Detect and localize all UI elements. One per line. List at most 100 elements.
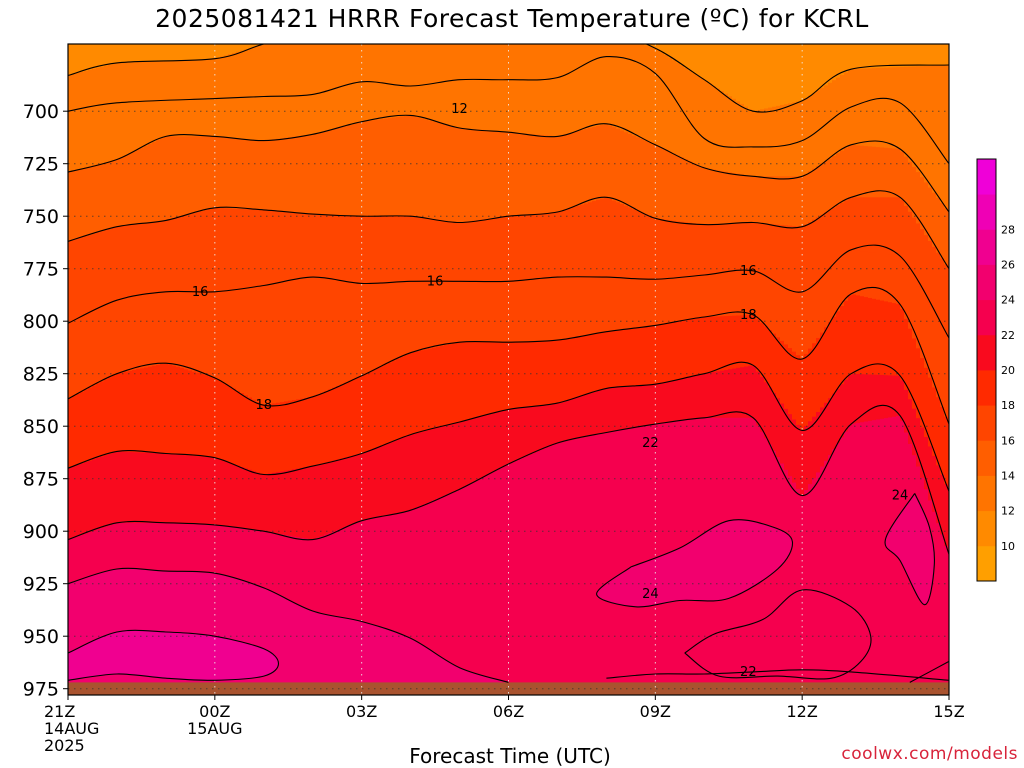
temperature-band — [940, 326, 945, 408]
temperature-band — [944, 208, 949, 265]
temperature-band — [164, 453, 169, 524]
temperature-band — [168, 60, 173, 102]
temperature-band — [148, 294, 153, 368]
temperature-band — [940, 474, 945, 536]
temperature-band — [472, 44, 477, 81]
temperature-band — [412, 508, 417, 695]
temperature-band — [392, 513, 397, 695]
temperature-band — [344, 44, 349, 87]
temperature-band — [576, 68, 581, 132]
temperature-band — [260, 285, 265, 405]
temperature-band — [296, 212, 301, 281]
temperature-band — [436, 427, 441, 500]
temperature-band — [812, 416, 817, 479]
temperature-band — [652, 144, 657, 219]
temperature-band — [532, 214, 537, 280]
colorbar-swatch — [977, 510, 996, 547]
contour-label: 16 — [192, 285, 209, 300]
temperature-band — [532, 134, 537, 215]
temperature-band — [716, 224, 721, 275]
contour-12 — [68, 44, 949, 113]
temperature-band — [856, 295, 861, 375]
y-tick-label: 950 — [23, 626, 59, 648]
temperature-band — [368, 518, 373, 695]
temperature-band — [768, 107, 773, 146]
temperature-band — [576, 205, 581, 278]
temperature-band — [476, 479, 481, 695]
temperature-band — [296, 399, 301, 470]
temperature-band — [640, 44, 645, 70]
credit-link[interactable]: coolwx.com/models — [841, 744, 1018, 764]
temperature-band — [904, 389, 909, 434]
temperature-band — [496, 469, 501, 695]
temperature-band — [704, 80, 709, 140]
x-axis-label: Forecast Time (UTC) — [409, 744, 611, 768]
temperature-band — [292, 95, 297, 138]
temperature-band — [304, 397, 309, 468]
temperature-band — [484, 415, 489, 477]
temperature-band — [752, 271, 757, 317]
temperature-band — [108, 44, 113, 66]
temperature-band — [544, 447, 549, 695]
temperature-pocket — [684, 589, 872, 679]
temperature-band — [308, 277, 313, 398]
temperature-band — [900, 105, 905, 153]
temperature-band — [140, 44, 145, 63]
temperature-band — [556, 211, 561, 278]
temperature-band — [448, 80, 453, 127]
temperature-band — [368, 283, 373, 373]
temperature-band — [864, 374, 869, 423]
temperature-band — [712, 169, 717, 225]
temperature-band — [944, 264, 949, 334]
temperature-band — [836, 443, 841, 695]
temperature-band — [584, 203, 589, 278]
temperature-band — [148, 452, 153, 524]
temperature-band — [852, 197, 857, 251]
temperature-band — [664, 149, 669, 221]
temperature-band — [808, 95, 813, 136]
temperature-band — [160, 44, 165, 62]
temperature-band — [92, 385, 97, 460]
temperature-band — [632, 135, 637, 210]
temperature-band — [180, 368, 185, 456]
temperature-band — [564, 441, 569, 695]
temperature-band — [120, 44, 125, 64]
temperature-band — [120, 62, 125, 104]
temperature-band — [832, 207, 837, 266]
temperature-band — [524, 44, 529, 80]
temperature-band — [480, 219, 485, 282]
temperature-band — [208, 136, 213, 210]
temperature-band — [744, 106, 749, 147]
temperature-band — [920, 130, 925, 178]
temperature-band — [496, 44, 501, 81]
temperature-band — [228, 54, 233, 99]
temperature-band — [68, 240, 73, 323]
temperature-band — [356, 282, 361, 378]
temperature-band — [852, 373, 857, 425]
temperature-band — [728, 223, 733, 274]
temperature-band — [836, 205, 841, 262]
temperature-band — [700, 135, 705, 168]
temperature-band — [484, 130, 489, 220]
temperature-band — [944, 545, 949, 695]
temperature-band — [168, 291, 173, 366]
temperature-band — [660, 278, 665, 325]
temperature-band — [732, 173, 737, 224]
temperature-band — [800, 291, 805, 360]
temperature-band — [364, 283, 369, 375]
temperature-band — [424, 119, 429, 219]
temperature-band — [288, 280, 293, 402]
temperature-band — [744, 366, 749, 419]
temperature-band — [736, 173, 741, 224]
temperature-band — [432, 44, 437, 84]
temperature-band — [140, 295, 145, 369]
temperature-band — [284, 211, 289, 283]
temperature-band — [196, 291, 201, 374]
temperature-band — [664, 87, 669, 151]
temperature-band — [288, 400, 293, 471]
temperature-band — [612, 59, 617, 128]
temperature-band — [104, 305, 109, 380]
temperature-band — [868, 146, 873, 198]
temperature-band — [640, 68, 645, 140]
temperature-band — [656, 44, 661, 51]
